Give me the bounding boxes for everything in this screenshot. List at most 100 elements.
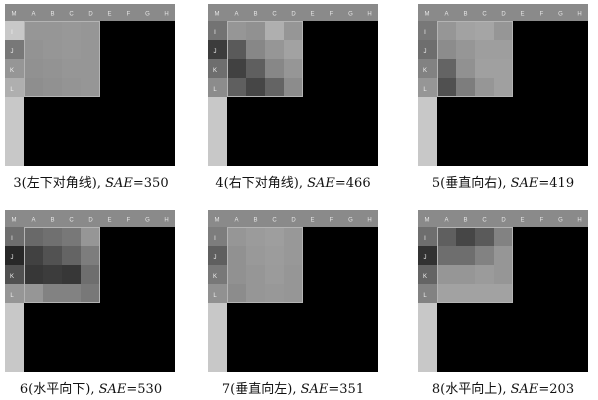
column-label: D: [501, 218, 506, 224]
column-label: C: [272, 12, 277, 18]
prediction-image: M A B C D E F G H I J K L: [418, 4, 588, 166]
left-sample-cell: [208, 246, 227, 265]
mode-number: 5: [431, 176, 441, 191]
predicted-pixel: [227, 21, 246, 40]
caption-mode-5: 5(垂直向右), SAE=419: [431, 176, 575, 191]
metric-value: =351: [328, 382, 365, 397]
metric-label: SAE: [300, 382, 329, 397]
mode-name: (左下对角线): [21, 176, 97, 191]
column-header-bar: [418, 210, 588, 227]
mode-number: 7: [221, 382, 231, 397]
predicted-pixel: [246, 59, 265, 78]
predicted-pixel: [475, 59, 494, 78]
left-sample-cell: [5, 227, 24, 246]
predicted-pixel: [265, 265, 284, 284]
metric-value: =203: [538, 382, 575, 397]
row-label: K: [423, 68, 427, 74]
column-label: C: [272, 218, 277, 224]
row-label: L: [423, 87, 427, 93]
predicted-pixel: [475, 78, 494, 97]
predicted-pixel: [456, 227, 475, 246]
left-sample-cell: [418, 21, 437, 40]
panel-mode-3: M A B C D E F G H I J K L: [5, 4, 175, 166]
left-sample-cell: [5, 59, 24, 78]
column-label: D: [88, 218, 93, 224]
predicted-pixel: [246, 284, 265, 303]
row-label: L: [423, 293, 427, 299]
row-label: J: [214, 255, 217, 261]
metric-value: =530: [126, 382, 163, 397]
predicted-pixel: [43, 227, 62, 246]
predicted-pixel: [284, 265, 303, 284]
predicted-pixel: [81, 78, 100, 97]
predicted-pixel: [265, 40, 284, 59]
caption-mode-3: 3(左下对角线), SAE=350: [13, 176, 169, 191]
mode-name: (右下对角线): [223, 176, 299, 191]
row-label: J: [11, 255, 14, 261]
left-sample-cell: [208, 59, 227, 78]
predicted-pixel: [265, 21, 284, 40]
left-sample-cell: [418, 246, 437, 265]
predicted-pixel: [227, 78, 246, 97]
column-label: D: [291, 12, 296, 18]
predicted-pixel: [494, 21, 513, 40]
predicted-pixel: [437, 40, 456, 59]
predicted-pixel: [265, 227, 284, 246]
column-label: M: [215, 218, 220, 224]
predicted-pixel: [456, 265, 475, 284]
predicted-pixel: [24, 40, 43, 59]
predicted-pixel: [475, 284, 494, 303]
prediction-image: M A B C D E F G H I J K L: [5, 4, 175, 166]
row-label: I: [214, 236, 216, 242]
predicted-pixel: [265, 59, 284, 78]
predicted-pixel: [494, 59, 513, 78]
predicted-pixel: [246, 40, 265, 59]
block-border: [24, 227, 100, 303]
predicted-pixel: [456, 78, 475, 97]
column-label: B: [50, 12, 54, 18]
left-sample-cell: [208, 284, 227, 303]
column-label: F: [330, 218, 334, 224]
column-label: F: [127, 12, 131, 18]
column-label: M: [12, 218, 17, 224]
column-label: A: [444, 218, 448, 224]
predicted-pixel: [284, 284, 303, 303]
left-sample-cell: [5, 265, 24, 284]
predicted-pixel: [456, 284, 475, 303]
caption-mode-6: 6(水平向下), SAE=530: [19, 382, 163, 397]
mode-name: (水平向上): [440, 382, 503, 397]
column-label: B: [253, 12, 257, 18]
column-label: G: [145, 12, 150, 18]
caption-mode-4: 4(右下对角线), SAE=466: [215, 176, 371, 191]
predicted-pixel: [24, 227, 43, 246]
row-label: L: [213, 87, 217, 93]
left-sample-cell: [418, 59, 437, 78]
metric-label: SAE: [307, 176, 335, 191]
row-label: I: [424, 236, 426, 242]
row-label: L: [10, 87, 14, 93]
metric-label: SAE: [98, 382, 127, 397]
left-sample-cell: [208, 227, 227, 246]
column-label: F: [330, 12, 334, 18]
predicted-pixel: [494, 227, 513, 246]
metric-label: SAE: [510, 176, 539, 191]
row-label: I: [11, 30, 13, 36]
predicted-pixel: [456, 40, 475, 59]
column-label: C: [482, 218, 487, 224]
predicted-pixel: [81, 21, 100, 40]
block-border: [24, 21, 100, 97]
column-label: F: [540, 12, 544, 18]
predicted-pixel: [456, 21, 475, 40]
predicted-pixel: [437, 284, 456, 303]
left-sample-cell: [418, 78, 437, 97]
predicted-pixel: [246, 265, 265, 284]
column-label: C: [69, 12, 74, 18]
column-label: B: [50, 218, 54, 224]
predicted-pixel: [475, 40, 494, 59]
predicted-pixel: [265, 284, 284, 303]
predicted-pixel: [284, 246, 303, 265]
predicted-pixel: [43, 284, 62, 303]
caption-mode-7: 7(垂直向左), SAE=351: [221, 382, 365, 397]
panel-mode-7: M A B C D E F G H I J K L: [208, 210, 378, 372]
column-header-bar: [208, 4, 378, 21]
